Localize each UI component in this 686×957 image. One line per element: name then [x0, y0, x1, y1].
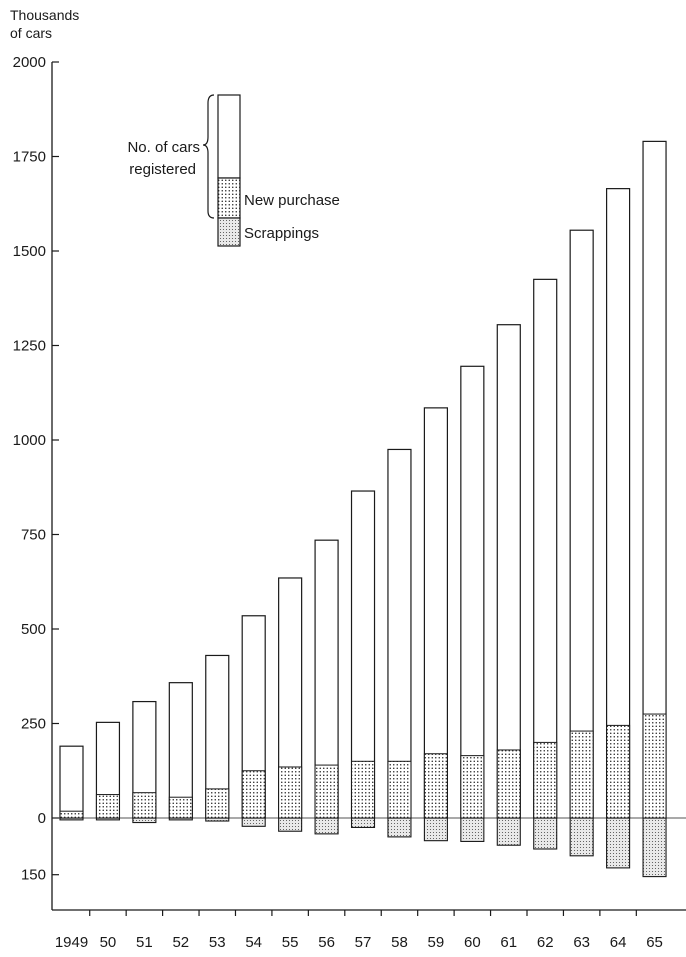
- bar-registered: [496, 324, 521, 819]
- bar-new-purchase: [59, 810, 84, 819]
- y-tick-label: 1000: [13, 432, 46, 449]
- bar-scrappings: [314, 817, 339, 835]
- x-tick-label: 56: [318, 934, 335, 951]
- y-tick-label: 0: [38, 810, 46, 827]
- bar-new-purchase: [606, 724, 631, 819]
- x-tick-label: 54: [245, 934, 262, 951]
- bar-scrappings: [496, 817, 521, 846]
- x-tick-label: 1949: [55, 934, 88, 951]
- bar-scrappings: [423, 817, 448, 842]
- x-tick-label: 51: [136, 934, 153, 951]
- y-axis-title-line-1: Thousands: [10, 7, 79, 23]
- y-axis-ticks: 2000 1750 1500 1250 1000 750 500 250 0 150: [13, 54, 59, 884]
- y-axis-title-line-2: of cars: [10, 25, 52, 41]
- bar-scrappings: [241, 817, 266, 827]
- bar-new-purchase: [241, 770, 266, 819]
- bar-scrappings: [533, 817, 558, 850]
- bar-new-purchase: [642, 713, 667, 819]
- x-tick-label: 65: [646, 934, 663, 951]
- bar-new-purchase: [278, 766, 303, 819]
- bar-scrappings: [132, 817, 157, 824]
- bar-new-purchase: [496, 749, 521, 819]
- legend-new-purchase-label: New purchase: [244, 192, 340, 209]
- x-tick-label: 60: [464, 934, 481, 951]
- x-tick-label: 55: [282, 934, 299, 951]
- bar-new-purchase: [351, 760, 376, 819]
- y-tick-label: 2000: [13, 54, 46, 71]
- x-tick-label: 59: [428, 934, 445, 951]
- bar-scrappings: [350, 817, 376, 828]
- bar-scrappings: [606, 817, 631, 869]
- bar-registered: [460, 365, 485, 819]
- y-tick-label: 1250: [13, 338, 46, 355]
- bar-registered: [59, 745, 84, 819]
- x-tick-label: 62: [537, 934, 554, 951]
- y-tick-label: 150: [21, 867, 46, 884]
- bar-new-purchase: [387, 760, 412, 819]
- x-tick-label: 63: [573, 934, 590, 951]
- bar-registered: [569, 229, 594, 819]
- bar-new-purchase: [569, 730, 594, 819]
- y-tick-label: 750: [21, 527, 46, 544]
- bar-new-purchase: [132, 792, 157, 819]
- x-tick-label: 50: [100, 934, 117, 951]
- bar-new-purchase: [168, 796, 193, 819]
- legend: No. of cars registered New purchase Scra…: [127, 94, 340, 247]
- legend-registered-label-line-1: No. of cars: [127, 139, 200, 156]
- bar-new-purchase: [423, 753, 448, 819]
- bar-scrappings: [569, 817, 594, 857]
- x-tick-label: 53: [209, 934, 226, 951]
- bar-scrappings: [387, 817, 412, 838]
- legend-scrappings-swatch: [217, 217, 241, 247]
- bar-registered: [533, 278, 558, 819]
- legend-brace: [202, 94, 215, 219]
- x-tick-label: 52: [172, 934, 189, 951]
- bar-scrappings: [460, 817, 485, 842]
- bars-group: [59, 140, 667, 878]
- bar-scrappings: [278, 817, 303, 832]
- y-tick-label: 1750: [13, 149, 46, 166]
- x-tick-label: 61: [500, 934, 517, 951]
- bar-registered: [605, 188, 631, 819]
- x-tick-label: 58: [391, 934, 408, 951]
- bar-scrappings: [642, 817, 667, 878]
- bar-new-purchase: [460, 755, 485, 819]
- x-tick-label: 57: [355, 934, 372, 951]
- legend-registered-label-line-2: registered: [129, 161, 196, 178]
- legend-new-purchase-swatch: [217, 177, 241, 219]
- legend-registered-swatch: [217, 94, 241, 179]
- x-tick-label: 64: [610, 934, 627, 951]
- y-tick-label: 1500: [13, 243, 46, 260]
- bar-new-purchase: [95, 794, 120, 819]
- legend-scrappings-label: Scrappings: [244, 225, 319, 242]
- x-axis-ticks: 1949 50 51 52 53 54 55 56 57 58 59 60 61 62 63 64 65: [55, 910, 663, 951]
- y-tick-label: 500: [21, 621, 46, 638]
- bar-new-purchase: [533, 741, 558, 819]
- y-tick-label: 250: [21, 716, 46, 733]
- bar-new-purchase: [205, 788, 230, 819]
- bar-new-purchase: [314, 764, 339, 819]
